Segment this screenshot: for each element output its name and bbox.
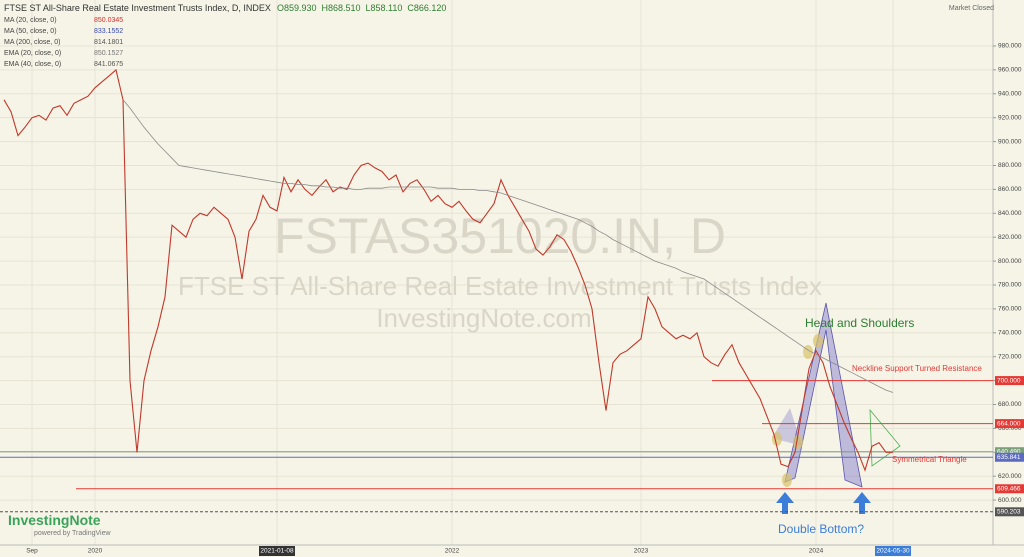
indicator-row: EMA (40, close, 0) 841.0675 <box>4 61 123 68</box>
y-tick-label: 900.000 <box>998 138 1022 145</box>
y-tick-label: 840.000 <box>998 210 1022 217</box>
y-tick-label: 780.000 <box>998 282 1022 289</box>
indicator-value: 841.0675 <box>94 61 124 68</box>
annotation: Double Bottom? <box>778 522 864 536</box>
indicator-label: MA (200, close, 0) <box>4 39 61 46</box>
x-tick-label: 2024-05-30 <box>876 548 910 555</box>
series-line <box>122 99 894 393</box>
y-tick-label: 860.000 <box>998 186 1022 193</box>
x-tick-label: 2020 <box>88 548 103 555</box>
y-tick-label: 600.000 <box>998 497 1022 504</box>
x-label-box <box>875 546 911 556</box>
grid <box>0 0 993 545</box>
pattern-shape <box>784 302 863 488</box>
logo-sub: powered by TradingView <box>34 530 111 537</box>
ohlc-value: O859.930 <box>276 3 317 13</box>
triangle-pattern <box>869 408 901 467</box>
price-label-box <box>995 419 1024 429</box>
indicator-label: EMA (20, close, 0) <box>4 50 62 57</box>
indicator-row: MA (20, close, 0) 850.0345 <box>4 17 123 24</box>
y-tick-label: 920.000 <box>998 114 1022 121</box>
price-label: 609.466 <box>997 485 1021 492</box>
title: FTSE ST All-Share Real Estate Investment… <box>4 3 271 13</box>
annotation: Neckline Support Turned Resistance <box>852 364 982 373</box>
y-tick-label: 940.000 <box>998 91 1022 98</box>
y-tick-label: 620.000 <box>998 473 1022 480</box>
watermark: FTSE ST All-Share Real Estate Investment… <box>178 271 822 301</box>
x-tick-label: 2023 <box>634 548 649 555</box>
y-tick-label: 980.000 <box>998 43 1022 50</box>
markers <box>772 334 823 487</box>
ohlc-value: L858.110 <box>365 3 403 13</box>
watermark: FSTAS351020.IN, D <box>274 208 726 264</box>
x-label-box <box>259 546 295 556</box>
y-tick-label: 960.000 <box>998 67 1022 74</box>
plot-bg <box>0 0 993 545</box>
indicator-label: MA (50, close, 0) <box>4 28 57 35</box>
x-tick-label: Sep <box>26 548 38 555</box>
series-line <box>3 68 893 472</box>
price-label: 640.490 <box>997 448 1021 455</box>
indicator-value: 850.0345 <box>94 17 124 24</box>
ohlc: O859.930 H868.510 L858.110 C866.120 <box>277 3 452 13</box>
logo-text: InvestingNote <box>8 512 101 528</box>
y-tick-label: 760.000 <box>998 306 1022 313</box>
price-label-box <box>995 447 1024 457</box>
annotation: Symmetrical Triangle <box>892 455 967 464</box>
x-tick-label: 2021-01-08 <box>260 548 294 555</box>
indicator-value: 833.1552 <box>94 28 124 35</box>
price-label: 664.000 <box>997 420 1021 427</box>
indicator-value: 814.1801 <box>94 39 124 46</box>
price-label-box <box>995 452 1024 462</box>
indicator-row: EMA (20, close, 0) 850.1527 <box>4 50 123 57</box>
market-status: Market Closed <box>948 5 994 12</box>
arrows <box>776 492 871 514</box>
y-tick-label: 800.000 <box>998 258 1022 265</box>
annotation: Head and Shoulders <box>805 316 914 330</box>
price-label-box <box>995 376 1024 386</box>
y-tick-label: 660.000 <box>998 425 1022 432</box>
logo: InvestingNote powered by TradingView <box>8 512 111 537</box>
y-tick-label: 820.000 <box>998 234 1022 241</box>
price-label-box <box>995 507 1024 517</box>
indicator-row: MA (200, close, 0) 814.1801 <box>4 39 123 46</box>
indicator-label: EMA (40, close, 0) <box>4 61 62 68</box>
ohlc-value: H868.510 <box>321 3 361 13</box>
watermark: InvestingNote.com <box>376 303 591 333</box>
header: FTSE ST All-Share Real Estate Investment… <box>4 3 457 13</box>
indicator-value: 850.1527 <box>94 50 124 57</box>
price-label: 635.841 <box>997 454 1021 461</box>
price-label: 590.203 <box>997 509 1021 516</box>
x-tick-label: 2024 <box>809 548 824 555</box>
y-tick-label: 680.000 <box>998 401 1022 408</box>
y-tick-label: 880.000 <box>998 162 1022 169</box>
y-tick-label: 720.000 <box>998 353 1022 360</box>
y-tick-label: 740.000 <box>998 330 1022 337</box>
indicator-row: MA (50, close, 0) 833.1552 <box>4 28 123 35</box>
indicator-label: MA (20, close, 0) <box>4 17 57 24</box>
price-label-box <box>995 484 1024 494</box>
ohlc-value: C866.120 <box>407 3 447 13</box>
x-tick-label: 2022 <box>445 548 460 555</box>
price-label: 700.000 <box>997 377 1021 384</box>
